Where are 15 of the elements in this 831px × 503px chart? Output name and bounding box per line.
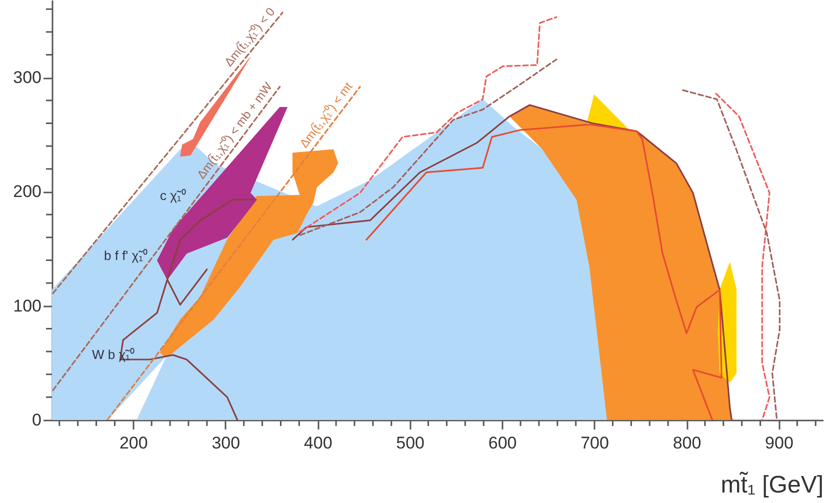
x-tick-label: 600 [488,434,517,452]
y-tick-label: 100 [13,296,42,316]
x-tick-label: 800 [672,434,702,452]
annotation: c χ̃₁⁰ [160,188,186,203]
x-axis-title: mt̃₁ [GeV] [720,471,824,498]
x-tick-label: 900 [765,434,794,452]
x-tick-label: 300 [212,434,240,452]
annotation: b f f' χ̃₁⁰ [104,248,148,263]
x-tick-label: 500 [396,434,425,452]
x-tick-label: 700 [580,434,609,452]
y-tick-label: 300 [13,68,42,88]
y-tick-label: 0 [32,410,42,430]
x-tick-label: 200 [119,434,148,452]
x-tick-label: 400 [304,434,332,452]
y-tick-label: 200 [13,182,42,202]
